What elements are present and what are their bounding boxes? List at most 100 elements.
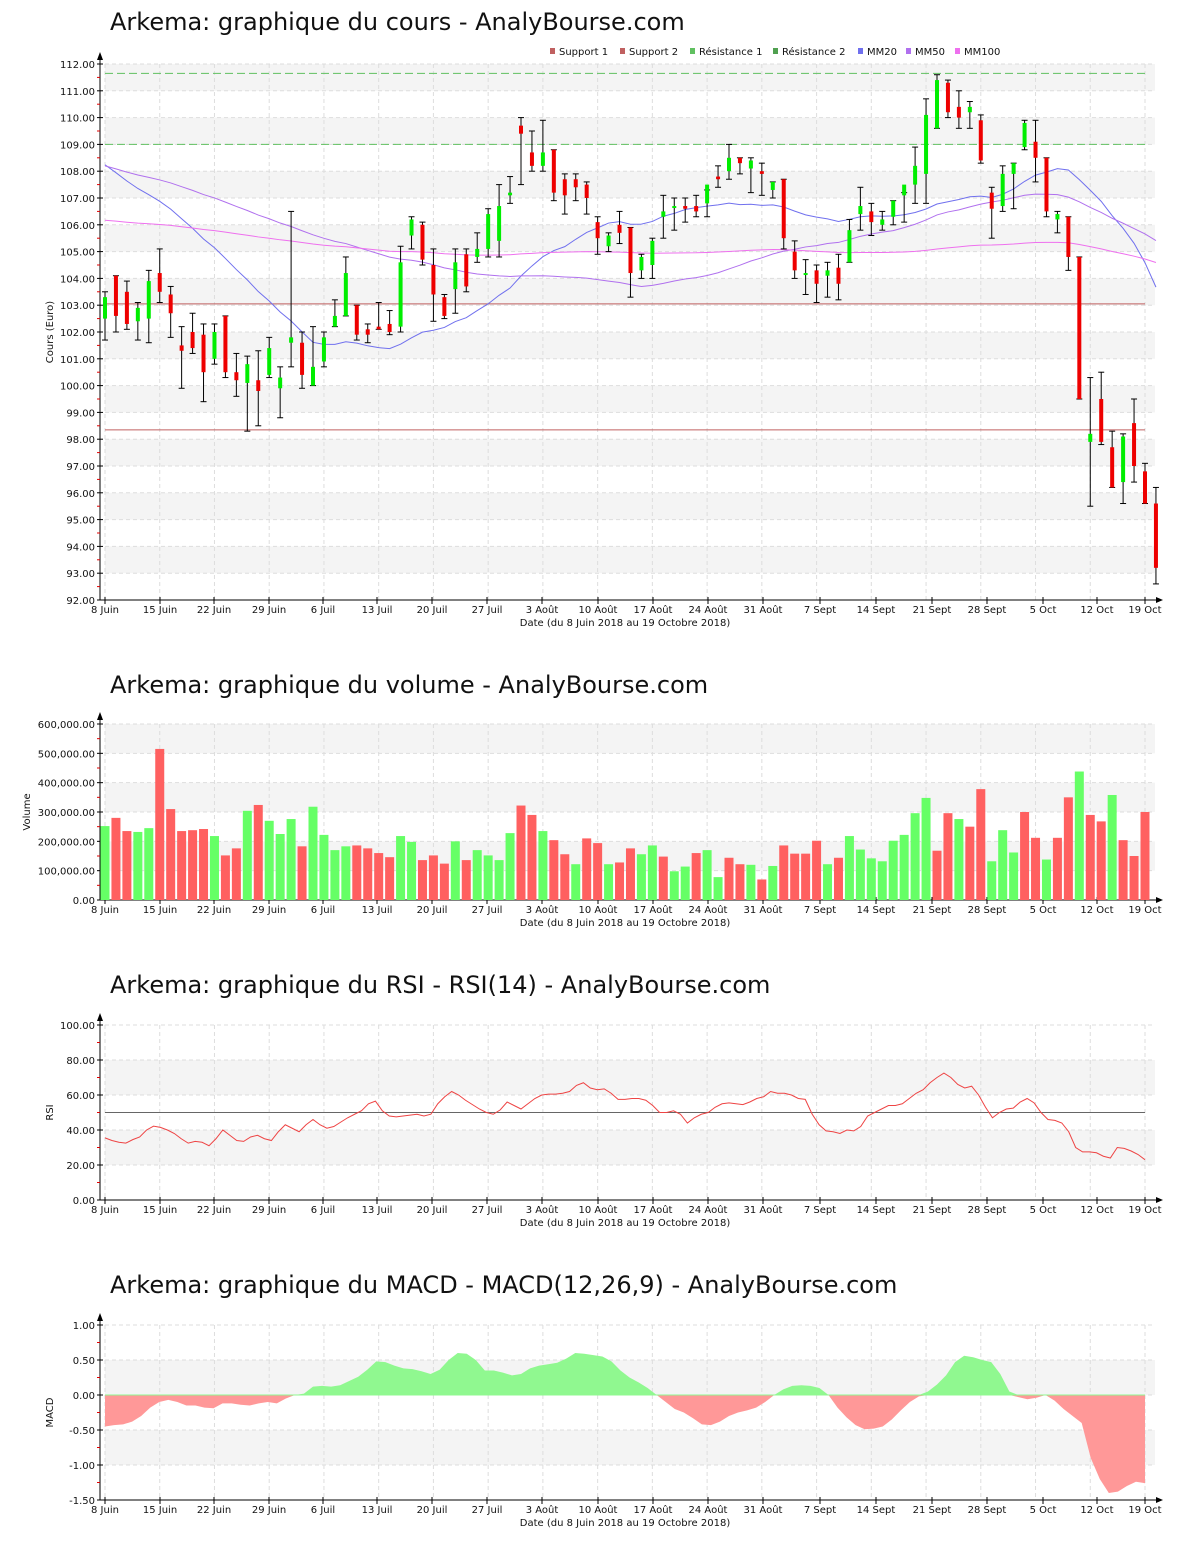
- candle: [353, 304, 360, 341]
- y-tick-label: 97.00: [66, 462, 95, 473]
- volume-bar: [866, 858, 876, 900]
- y-tick-label: 0.50: [73, 1356, 95, 1367]
- x-axis-label: Date (du 8 Juin 2018 au 19 Octobre 2018): [520, 1518, 731, 1529]
- x-tick-label: 24 Août: [689, 1204, 728, 1216]
- candle: [167, 285, 174, 338]
- volume-bar: [538, 831, 548, 900]
- volume-bar: [888, 840, 898, 900]
- candle: [112, 275, 119, 333]
- candle: [1021, 119, 1028, 151]
- volume-bar: [691, 853, 701, 900]
- volume-bar: [188, 830, 198, 900]
- candle: [539, 119, 546, 172]
- price-chart-title: Arkema: graphique du cours - AnalyBourse…: [110, 8, 685, 36]
- y-tick-label: 600,000.00: [38, 720, 95, 731]
- candle: [627, 226, 634, 298]
- y-tick-label: 60.00: [66, 1091, 95, 1102]
- candle: [266, 336, 273, 379]
- candle: [145, 269, 152, 344]
- svg-text:MM20: MM20: [867, 47, 897, 58]
- x-tick-label: 27 Juil: [472, 905, 503, 916]
- volume-bar: [735, 864, 745, 900]
- candle: [178, 326, 185, 389]
- candle: [1054, 210, 1061, 234]
- x-tick-label: 12 Oct: [1080, 605, 1113, 616]
- x-tick-label: 27 Juil: [472, 605, 503, 616]
- x-tick-label: 28 Sept: [968, 905, 1007, 916]
- volume-bar: [877, 861, 887, 900]
- x-tick-label: 29 Juin: [252, 905, 286, 916]
- volume-bar: [647, 845, 657, 900]
- volume-bar: [604, 864, 614, 900]
- x-tick-label: 17 Août: [634, 1504, 673, 1516]
- volume-bar: [680, 866, 690, 900]
- x-tick-label: 13 Juil: [362, 905, 393, 916]
- volume-bar: [768, 865, 778, 900]
- candle: [211, 323, 218, 365]
- x-tick-label: 8 Juin: [91, 605, 119, 616]
- x-tick-label: 13 Juil: [362, 1205, 393, 1216]
- x-tick-label: 22 Juin: [197, 1205, 231, 1216]
- y-tick-label: 104.00: [60, 274, 95, 285]
- candle: [758, 162, 765, 196]
- x-tick-label: 22 Juin: [197, 1505, 231, 1516]
- volume-bar: [1118, 840, 1128, 900]
- candle: [879, 210, 886, 231]
- volume-bar: [713, 877, 723, 900]
- x-tick-label: 29 Juin: [252, 1505, 286, 1516]
- y-tick-label: 200,000.00: [38, 837, 95, 848]
- x-tick-label: 15 Juin: [143, 605, 177, 616]
- volume-bar: [209, 836, 219, 900]
- volume-bar: [549, 840, 559, 900]
- volume-bar: [702, 850, 712, 900]
- candle: [890, 200, 897, 226]
- macd-positive-area: [105, 1353, 1145, 1395]
- x-tick-label: 5 Oct: [1030, 905, 1057, 916]
- volume-bar: [330, 850, 340, 900]
- y-tick-label: 80.00: [66, 1056, 95, 1067]
- candle: [1043, 157, 1050, 218]
- volume-bar: [363, 848, 373, 900]
- y-tick-label: -0.50: [69, 1426, 95, 1437]
- x-tick-label: 27 Juil: [472, 1505, 503, 1516]
- x-tick-label: 3 Août: [526, 604, 559, 616]
- x-tick-label: 14 Sept: [857, 1505, 896, 1516]
- x-tick-label: 10 Août: [579, 604, 618, 616]
- candle: [977, 114, 984, 164]
- volume-bar: [1107, 794, 1117, 900]
- candle: [966, 101, 973, 129]
- x-tick-label: 8 Juin: [91, 1505, 119, 1516]
- candle: [375, 302, 382, 330]
- svg-text:Résistance 2: Résistance 2: [782, 46, 845, 58]
- candle: [244, 355, 251, 432]
- volume-bar: [275, 834, 285, 900]
- volume-bar: [943, 813, 953, 900]
- y-tick-label: 95.00: [66, 516, 95, 527]
- volume-bar: [439, 863, 449, 900]
- candle: [1065, 216, 1072, 271]
- x-tick-label: 7 Sept: [804, 905, 836, 916]
- volume-bar: [1052, 837, 1062, 900]
- candle: [528, 130, 535, 172]
- volume-bar: [899, 834, 909, 900]
- y-tick-label: 111.00: [60, 87, 95, 98]
- candle: [594, 216, 601, 255]
- volume-bar: [746, 864, 756, 900]
- candle: [364, 323, 371, 344]
- x-tick-label: 21 Sept: [913, 605, 952, 616]
- y-tick-label: 92.00: [66, 596, 95, 607]
- y-tick-label: 300,000.00: [38, 808, 95, 819]
- volume-bar: [385, 857, 395, 900]
- x-tick-label: 14 Sept: [857, 605, 896, 616]
- x-tick-label: 27 Juil: [472, 1205, 503, 1216]
- x-tick-label: 7 Sept: [804, 1505, 836, 1516]
- x-tick-label: 12 Oct: [1080, 1505, 1113, 1516]
- svg-text:Support 1: Support 1: [559, 47, 608, 58]
- candle: [791, 240, 798, 279]
- y-tick-label: 106.00: [60, 221, 95, 232]
- candle: [156, 248, 163, 304]
- candle: [846, 218, 853, 263]
- candle: [583, 181, 590, 215]
- candle: [868, 202, 875, 237]
